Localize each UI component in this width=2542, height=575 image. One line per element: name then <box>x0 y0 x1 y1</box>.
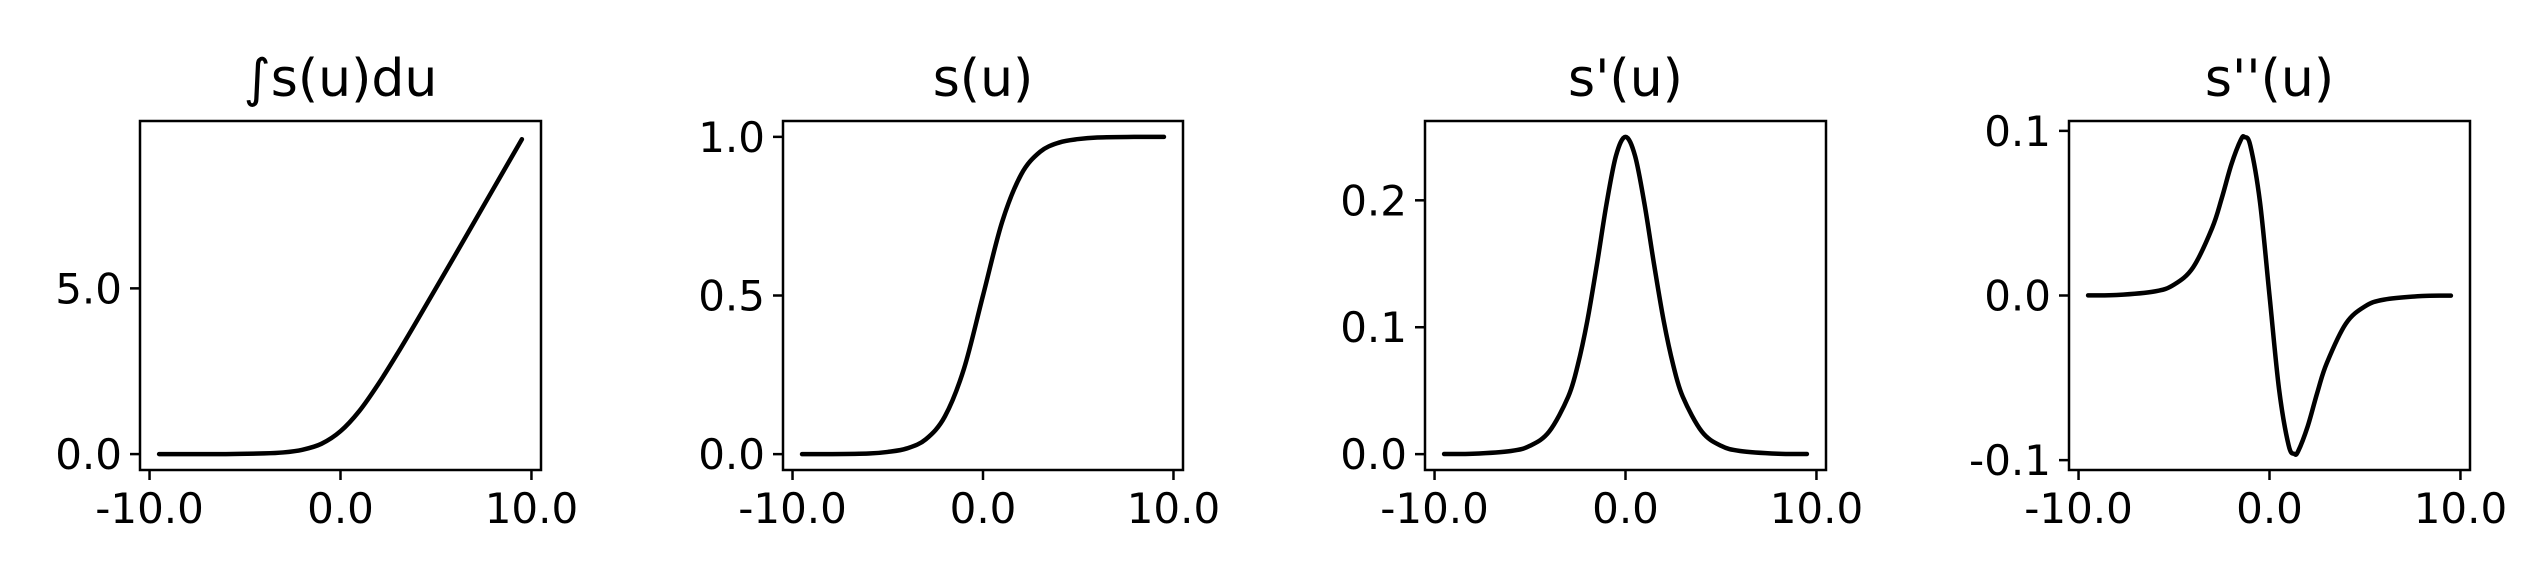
plot-frame <box>1423 119 1828 472</box>
plot-frame <box>138 119 543 472</box>
x-tick-label: -10.0 <box>95 484 204 533</box>
subplot-1: ∫s(u)du -10.0 0.0 10.0 0.0 5.0 <box>55 49 578 533</box>
x-tick-label: -10.0 <box>738 484 847 533</box>
x-tick-label: 10.0 <box>2414 484 2508 533</box>
x-tick-label: 10.0 <box>485 484 579 533</box>
x-tick-label: -10.0 <box>2024 484 2133 533</box>
y-tick-label: 5.0 <box>55 264 122 313</box>
y-tick-label: -0.1 <box>1969 436 2051 485</box>
subplot-title: s'(u) <box>1568 49 1683 109</box>
subplot-2: s(u) -10.0 0.0 10.0 0.0 0.5 1.0 <box>698 49 1220 533</box>
x-tick-label: 10.0 <box>1770 484 1864 533</box>
y-tick-label: 0.0 <box>1340 430 1407 479</box>
series-line <box>799 134 1167 457</box>
x-tick-label: -10.0 <box>1380 484 1489 533</box>
subplot-title: ∫s(u)du <box>244 49 438 109</box>
x-tick-label: 0.0 <box>1592 484 1659 533</box>
y-tick-label: 0.1 <box>1340 303 1407 352</box>
subplot-3: s'(u) -10.0 0.0 10.0 0.0 0.1 0.2 <box>1340 49 1863 533</box>
y-tick-label: 0.0 <box>698 430 765 479</box>
subplot-4: s''(u) -10.0 0.0 10.0 -0.1 0.0 0.1 <box>1969 49 2507 533</box>
subplot-title: s''(u) <box>2205 49 2334 109</box>
series-line <box>156 136 525 457</box>
y-tick-label: 0.5 <box>698 272 765 321</box>
x-tick-label: 0.0 <box>2236 484 2303 533</box>
y-tick-label: 1.0 <box>698 113 765 162</box>
y-tick-label: 0.0 <box>1984 272 2051 321</box>
subplot-title: s(u) <box>933 49 1034 109</box>
x-tick-label: 0.0 <box>307 484 374 533</box>
y-tick-label: 0.1 <box>1984 107 2051 156</box>
series-line <box>1441 134 1810 457</box>
y-tick-label: 0.0 <box>55 430 122 479</box>
x-tick-label: 10.0 <box>1127 484 1221 533</box>
y-tick-label: 0.2 <box>1340 176 1407 225</box>
x-tick-label: 0.0 <box>950 484 1017 533</box>
series-line <box>2085 134 2454 457</box>
